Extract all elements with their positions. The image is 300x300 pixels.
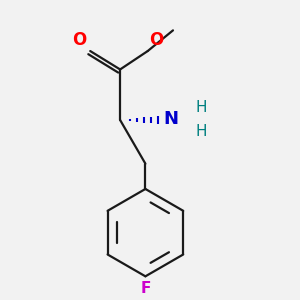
Text: O: O xyxy=(149,31,164,49)
Text: N: N xyxy=(164,110,179,128)
Text: H: H xyxy=(196,124,208,139)
Text: O: O xyxy=(72,31,87,49)
Text: F: F xyxy=(140,281,151,296)
Text: H: H xyxy=(196,100,208,115)
